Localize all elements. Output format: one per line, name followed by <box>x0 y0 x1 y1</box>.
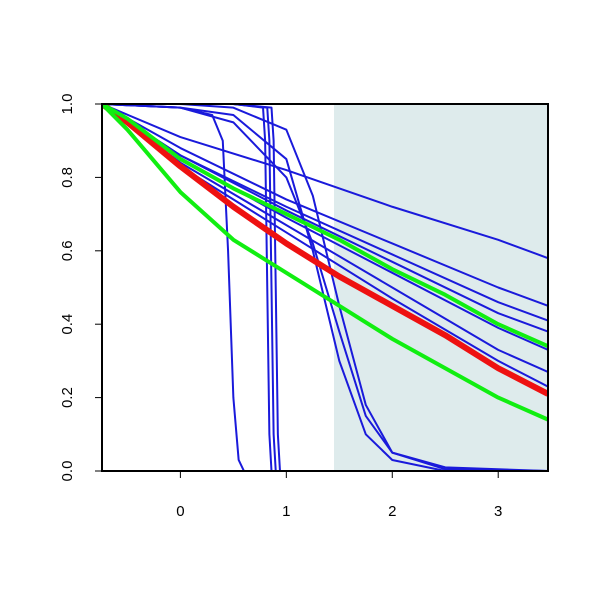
y-tick-label: 0.8 <box>59 167 76 188</box>
highlight-region <box>334 104 548 471</box>
series-line <box>102 104 548 349</box>
series-line <box>102 104 548 471</box>
y-tick-label: 0.6 <box>59 240 76 261</box>
background-layer <box>334 104 548 471</box>
y-tick-label: 1.0 <box>59 94 76 115</box>
axes-layer: 0 1 2 3 0.0 0.2 0.4 0.6 0.8 1.0 <box>59 94 502 520</box>
x-tick-label: 1 <box>282 503 290 520</box>
x-tick-label: 3 <box>494 503 502 520</box>
y-tick-label: 0.0 <box>59 461 76 482</box>
series-line <box>102 104 548 422</box>
y-tick-label: 0.2 <box>59 387 76 408</box>
y-tick-label: 0.4 <box>59 314 76 335</box>
series-line <box>102 104 548 260</box>
x-tick-label: 0 <box>176 503 184 520</box>
series-line <box>102 104 548 397</box>
plot-frame <box>101 103 549 472</box>
x-tick-label: 2 <box>388 503 396 520</box>
series-line <box>102 104 548 307</box>
series-line <box>102 104 548 471</box>
